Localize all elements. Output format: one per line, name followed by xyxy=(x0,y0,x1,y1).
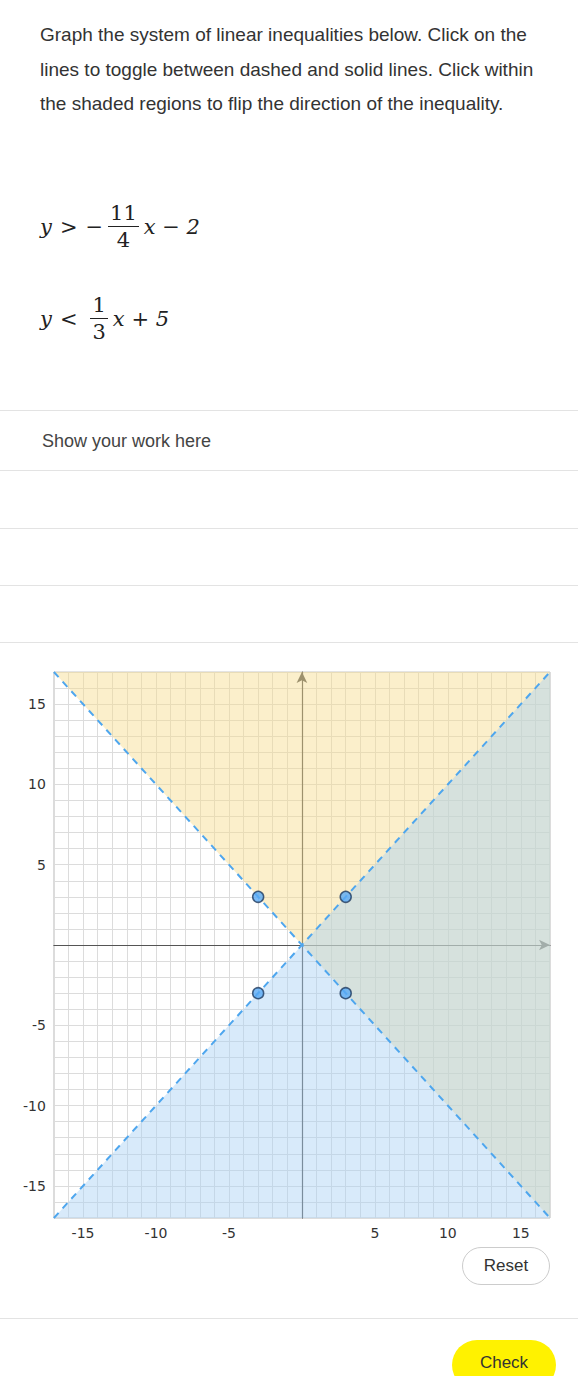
svg-text:5: 5 xyxy=(370,1225,379,1240)
html-text:y > −: y > − xyxy=(40,214,104,239)
svg-text:10: 10 xyxy=(439,1225,457,1240)
html-text:Show your work here: Show your work here xyxy=(42,431,212,451)
html-text:11: 11 xyxy=(110,201,137,225)
svg-text:-5: -5 xyxy=(32,1017,46,1033)
svg-text:-5: -5 xyxy=(222,1225,236,1240)
html-text:y <: y < xyxy=(40,306,78,331)
svg-text:10: 10 xyxy=(28,776,46,792)
html-text:1: 1 xyxy=(92,293,106,317)
html-text:x − 2: x − 2 xyxy=(143,214,200,239)
html-text:Check: Check xyxy=(479,1353,529,1372)
svg-text:-10: -10 xyxy=(145,1225,168,1240)
svg-text:-15: -15 xyxy=(72,1225,95,1240)
html-text:Reset: Reset xyxy=(483,1256,529,1275)
svg-text:15: 15 xyxy=(28,696,46,712)
html-text:3: 3 xyxy=(92,320,106,344)
svg-text:5: 5 xyxy=(37,857,46,873)
html-text:Graph the system of linear ine: Graph the system of linear inequalities … xyxy=(40,24,534,114)
html-text:x + 5: x + 5 xyxy=(112,306,169,331)
svg-text:-15: -15 xyxy=(23,1178,46,1194)
svg-text:-10: -10 xyxy=(23,1098,46,1114)
svg-text:15: 15 xyxy=(512,1225,530,1240)
html-text:4: 4 xyxy=(116,228,131,252)
